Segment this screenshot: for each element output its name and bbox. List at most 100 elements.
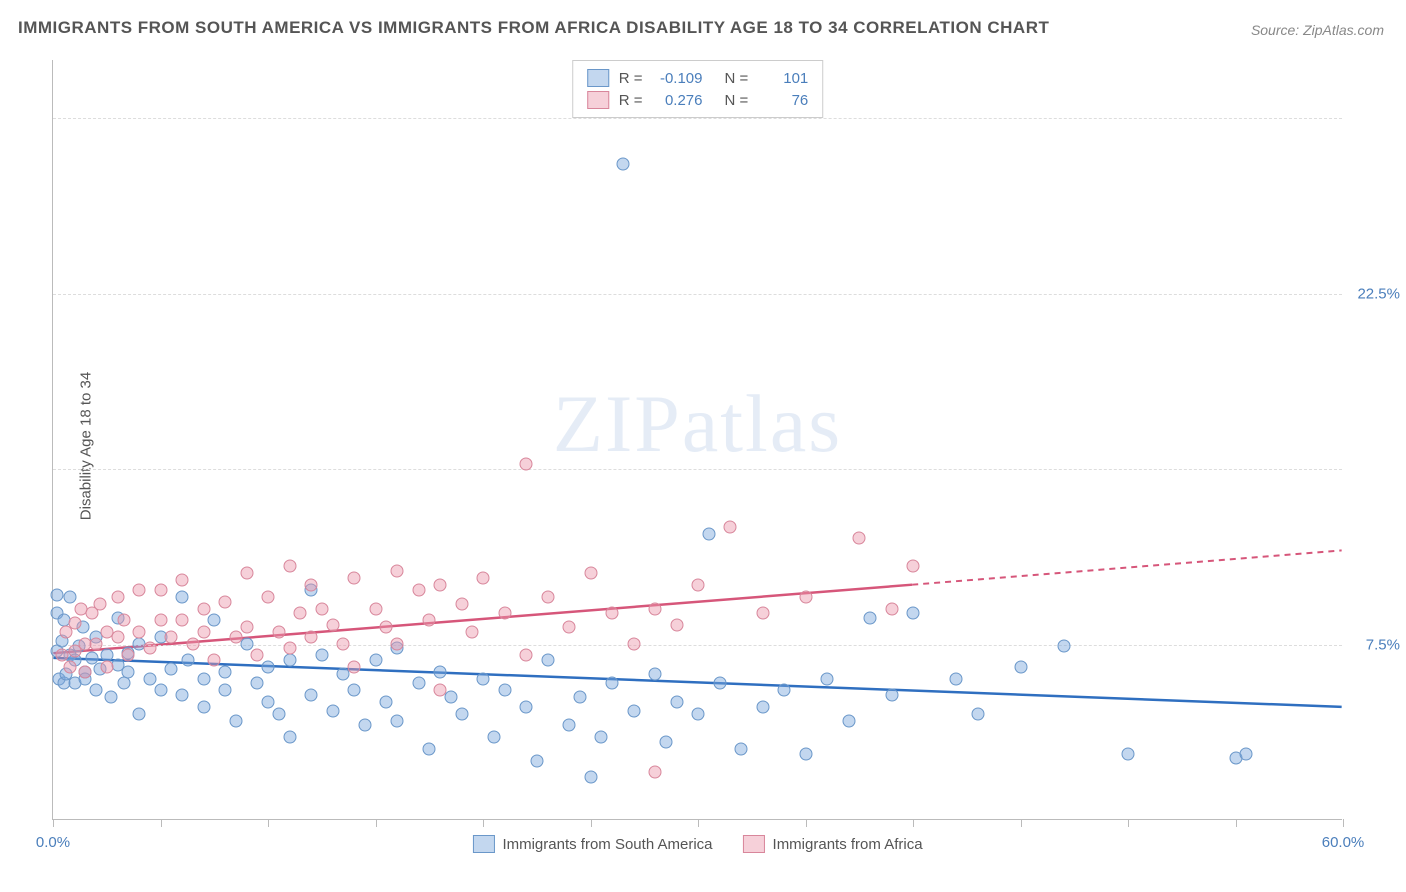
data-point [649, 668, 662, 681]
x-tick-label: 60.0% [1322, 834, 1365, 851]
data-point [778, 684, 791, 697]
data-point [455, 707, 468, 720]
series-legend-label: Immigrants from South America [502, 836, 712, 853]
stats-legend-row: R = 0.276 N = 76 [587, 89, 809, 111]
stat-n-value: 76 [758, 92, 808, 109]
data-point [122, 649, 135, 662]
y-tick-label: 22.5% [1357, 285, 1400, 302]
data-point [133, 707, 146, 720]
data-point [358, 719, 371, 732]
data-point [154, 583, 167, 596]
stats-legend: R =-0.109N =101R =0.276N =76 [572, 60, 824, 118]
data-point [208, 614, 221, 627]
data-point [563, 621, 576, 634]
data-point [907, 560, 920, 573]
data-point [315, 602, 328, 615]
data-point [853, 532, 866, 545]
data-point [692, 707, 705, 720]
watermark-atlas: atlas [682, 378, 842, 469]
data-point [143, 672, 156, 685]
data-point [283, 560, 296, 573]
x-tick [806, 819, 807, 827]
data-point [305, 689, 318, 702]
data-point [455, 597, 468, 610]
data-point [117, 614, 130, 627]
x-tick [698, 819, 699, 827]
data-point [971, 707, 984, 720]
data-point [1057, 639, 1070, 652]
data-point [68, 616, 81, 629]
data-point [434, 665, 447, 678]
data-point [262, 590, 275, 603]
data-point [649, 766, 662, 779]
data-point [520, 649, 533, 662]
data-point [520, 457, 533, 470]
series-legend: Immigrants from South America Immigrants … [472, 835, 922, 853]
stat-n-label: N = [725, 92, 749, 109]
legend-swatch [472, 835, 494, 853]
data-point [477, 572, 490, 585]
stats-legend-row: R =-0.109N =101 [587, 67, 809, 89]
stat-r-value: -0.109 [653, 70, 703, 87]
chart-title: IMMIGRANTS FROM SOUTH AMERICA VS IMMIGRA… [18, 18, 1049, 38]
gridline [53, 118, 1342, 119]
data-point [64, 661, 77, 674]
data-point [649, 602, 662, 615]
data-point [240, 621, 253, 634]
data-point [326, 705, 339, 718]
data-point [1122, 747, 1135, 760]
data-point [412, 677, 425, 690]
data-point [240, 637, 253, 650]
legend-swatch [743, 835, 765, 853]
regression-line-extrapolated [912, 550, 1341, 584]
stat-r-label: R = [619, 92, 643, 109]
data-point [724, 520, 737, 533]
data-point [240, 567, 253, 580]
data-point [627, 637, 640, 650]
x-tick [483, 819, 484, 827]
data-point [487, 731, 500, 744]
data-point [885, 689, 898, 702]
data-point [735, 742, 748, 755]
data-point [154, 684, 167, 697]
data-point [799, 590, 812, 603]
x-tick-label: 0.0% [36, 834, 70, 851]
data-point [100, 661, 113, 674]
data-point [133, 625, 146, 638]
x-tick [53, 819, 54, 827]
legend-swatch [587, 91, 609, 109]
data-point [262, 696, 275, 709]
x-tick [161, 819, 162, 827]
data-point [229, 714, 242, 727]
data-point [272, 625, 285, 638]
data-point [165, 663, 178, 676]
data-point [821, 672, 834, 685]
data-point [369, 654, 382, 667]
plot-area: ZIPatlas R =-0.109N =101R =0.276N =76 Im… [52, 60, 1342, 820]
x-tick [1343, 819, 1344, 827]
series-legend-item: Immigrants from Africa [743, 835, 923, 853]
stat-r-value: 0.276 [653, 92, 703, 109]
data-point [756, 700, 769, 713]
data-point [348, 684, 361, 697]
stat-n-label: N = [725, 70, 749, 87]
data-point [477, 672, 490, 685]
data-point [606, 677, 619, 690]
data-point [283, 654, 296, 667]
data-point [380, 696, 393, 709]
data-point [1240, 747, 1253, 760]
regression-line [53, 658, 1341, 707]
data-point [391, 565, 404, 578]
data-point [251, 649, 264, 662]
regression-lines [53, 60, 1342, 819]
data-point [197, 625, 210, 638]
data-point [950, 672, 963, 685]
data-point [186, 637, 199, 650]
data-point [541, 590, 554, 603]
data-point [702, 527, 715, 540]
data-point [111, 630, 124, 643]
data-point [391, 637, 404, 650]
data-point [616, 158, 629, 171]
data-point [55, 649, 68, 662]
data-point [229, 630, 242, 643]
